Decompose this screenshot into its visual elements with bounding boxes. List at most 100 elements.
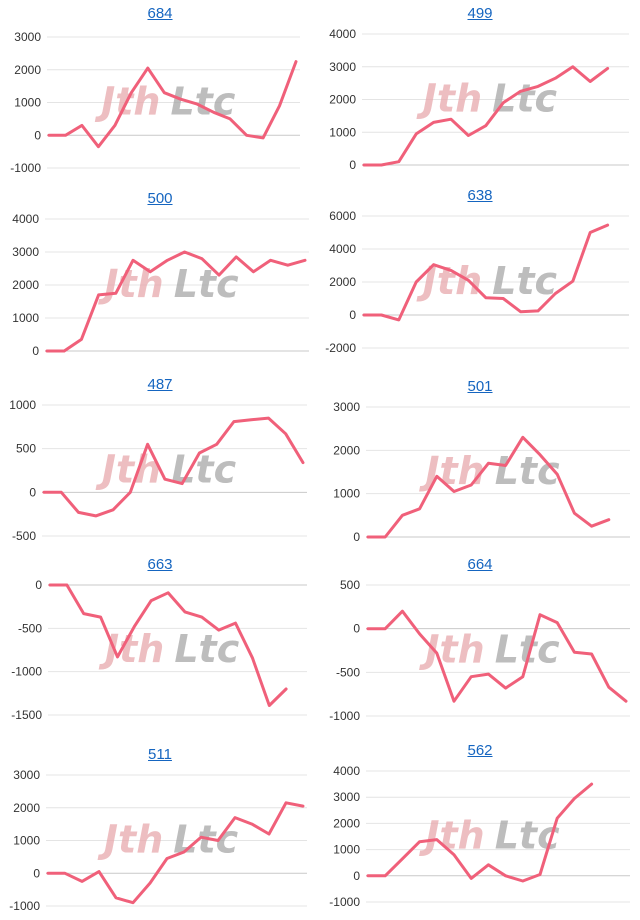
y-tick-label: 0 xyxy=(353,622,360,636)
data-point xyxy=(556,621,559,624)
y-tick-label: 2000 xyxy=(13,801,40,815)
y-tick-label: 2000 xyxy=(12,278,39,292)
data-point xyxy=(606,223,609,227)
data-point xyxy=(114,292,118,295)
data-point xyxy=(554,77,557,80)
data-point xyxy=(384,874,387,877)
data-point xyxy=(449,118,453,121)
data-point xyxy=(435,838,438,841)
data-point xyxy=(556,473,559,476)
data-point xyxy=(97,145,100,148)
y-tick-label: -500 xyxy=(336,665,360,679)
data-point xyxy=(216,839,220,842)
chart-panel-684: 684 3000 2000 1000 0 -1000 Jth Ltc xyxy=(0,5,320,185)
data-point xyxy=(573,797,576,800)
data-point xyxy=(362,313,366,317)
data-point xyxy=(166,259,169,262)
chart-title-link[interactable]: 638 xyxy=(467,187,493,204)
data-point xyxy=(235,255,238,259)
watermark-logo-part2: Ltc xyxy=(495,814,560,858)
data-point xyxy=(366,535,370,539)
data-point xyxy=(200,257,203,260)
data-point xyxy=(129,491,132,494)
data-point xyxy=(150,599,153,602)
chart-title-link[interactable]: 487 xyxy=(147,376,173,393)
data-point xyxy=(418,840,421,843)
data-point xyxy=(470,483,473,487)
y-tick-label: -2000 xyxy=(325,341,356,355)
data-point xyxy=(267,832,271,836)
data-point xyxy=(294,60,298,63)
series-line xyxy=(366,609,628,703)
data-point xyxy=(397,318,400,322)
data-point xyxy=(80,880,84,883)
data-point xyxy=(278,104,281,108)
data-point xyxy=(77,511,80,514)
data-point xyxy=(380,313,383,317)
y-tick-label: -500 xyxy=(18,621,42,635)
watermark-logo-part2: Ltc xyxy=(174,262,239,306)
data-point xyxy=(245,134,248,137)
data-point xyxy=(589,80,592,83)
y-tick-label: 3000 xyxy=(333,400,360,414)
data-point xyxy=(590,652,593,656)
chart-title-link[interactable]: 499 xyxy=(467,5,493,22)
y-tick-label: 0 xyxy=(29,485,36,499)
chart-title-link[interactable]: 684 xyxy=(147,5,173,22)
data-point xyxy=(607,686,610,689)
data-point xyxy=(366,874,370,877)
watermark-logo-part1: Jth xyxy=(418,814,484,858)
data-point xyxy=(261,136,265,140)
y-tick-label: -1000 xyxy=(11,665,42,679)
y-tick-label: 0 xyxy=(353,869,360,883)
y-tick-label: 3000 xyxy=(329,60,356,74)
y-tick-label: 3000 xyxy=(12,245,39,259)
data-point xyxy=(114,896,118,899)
data-point xyxy=(60,491,63,494)
data-point xyxy=(435,651,438,655)
watermark-logo-part1: Jth xyxy=(418,449,484,493)
chart-title-link[interactable]: 663 xyxy=(147,556,173,573)
data-point xyxy=(80,338,83,341)
data-point xyxy=(116,655,119,659)
data-point xyxy=(269,259,272,262)
y-tick-label: 1000 xyxy=(333,843,360,857)
chart-title-link[interactable]: 562 xyxy=(467,742,493,759)
watermark-logo-part1: Jth xyxy=(95,448,161,492)
data-point xyxy=(362,163,366,167)
chart-title-link[interactable]: 664 xyxy=(467,556,493,573)
data-point xyxy=(149,270,152,273)
data-point xyxy=(200,615,203,619)
y-tick-label: 1000 xyxy=(9,398,36,412)
y-tick-label: 0 xyxy=(35,578,42,592)
data-point xyxy=(62,349,66,353)
data-point xyxy=(536,85,540,88)
y-tick-label: 500 xyxy=(340,578,360,592)
y-tick-label: -1000 xyxy=(9,899,40,913)
y-tick-label: 1000 xyxy=(329,125,356,139)
series-line xyxy=(366,782,594,883)
data-point xyxy=(380,163,383,167)
series-line xyxy=(47,60,298,149)
data-point xyxy=(401,857,404,860)
data-point xyxy=(418,507,421,510)
data-point xyxy=(63,872,67,875)
data-point xyxy=(46,872,50,875)
data-point xyxy=(435,475,438,478)
y-tick-label: 0 xyxy=(32,344,39,358)
data-point xyxy=(97,870,101,873)
chart-title-link[interactable]: 511 xyxy=(148,746,172,763)
data-point xyxy=(452,700,456,703)
data-point xyxy=(166,591,170,594)
series-line xyxy=(366,435,611,539)
data-point xyxy=(467,134,470,137)
chart-title-link[interactable]: 501 xyxy=(467,378,493,395)
y-tick-label: 0 xyxy=(349,308,356,322)
series-line xyxy=(46,801,305,905)
chart-title-link[interactable]: 500 xyxy=(147,190,173,207)
